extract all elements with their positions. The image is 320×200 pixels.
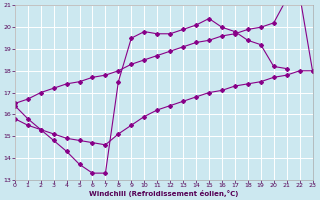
X-axis label: Windchill (Refroidissement éolien,°C): Windchill (Refroidissement éolien,°C) <box>89 190 238 197</box>
